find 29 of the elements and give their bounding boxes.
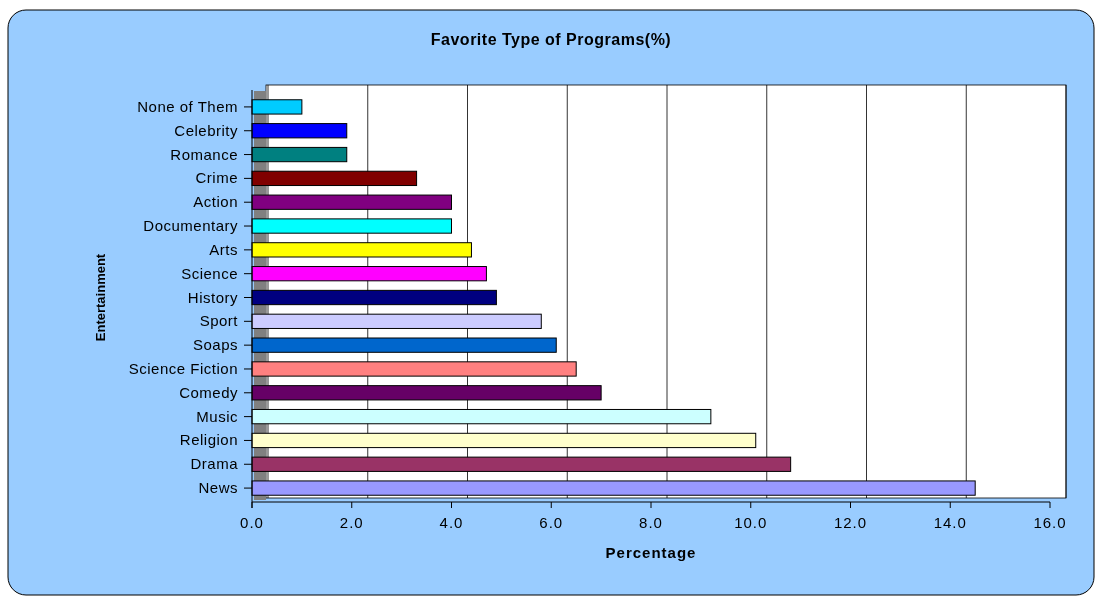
- x-axis-title: Percentage: [605, 544, 697, 561]
- x-tick-label: 8.0: [639, 514, 663, 531]
- chart-title: Favorite Type of Programs(%): [430, 31, 672, 48]
- y-tick-label: Crime: [195, 169, 238, 187]
- y-tick-label: Documentary: [143, 217, 238, 235]
- y-tick-label: None of Them: [137, 97, 238, 115]
- y-tick-label: History: [187, 288, 238, 306]
- y-tick-label: Celebrity: [174, 121, 238, 139]
- x-tick-label: 14.0: [933, 514, 967, 531]
- y-tick-label: Action: [193, 193, 238, 211]
- y-tick-label: Arts: [209, 240, 238, 258]
- y-tick-label: Science Fiction: [128, 359, 238, 377]
- y-tick-label: Religion: [179, 431, 238, 449]
- y-tick-label: Sport: [199, 312, 239, 330]
- y-tick-label: Comedy: [179, 383, 238, 401]
- y-tick-label: Soaps: [192, 336, 238, 354]
- x-tick-label: 0.0: [240, 514, 264, 531]
- y-tick-label: Science: [181, 264, 238, 282]
- x-tick-label: 4.0: [439, 514, 464, 531]
- x-tick-label: 16.0: [1033, 514, 1067, 531]
- x-tick-label: 10.0: [734, 514, 768, 531]
- y-tick-label: Music: [196, 407, 238, 425]
- y-tick-label: Romance: [170, 145, 238, 163]
- y-tick-label: News: [198, 479, 238, 497]
- x-tick-label: 6.0: [539, 514, 564, 531]
- y-axis-title: Entertainment: [93, 253, 108, 342]
- x-tick-label: 12.0: [833, 514, 868, 531]
- x-tick-label: 2.0: [339, 514, 364, 531]
- y-tick-label: Drama: [190, 455, 239, 473]
